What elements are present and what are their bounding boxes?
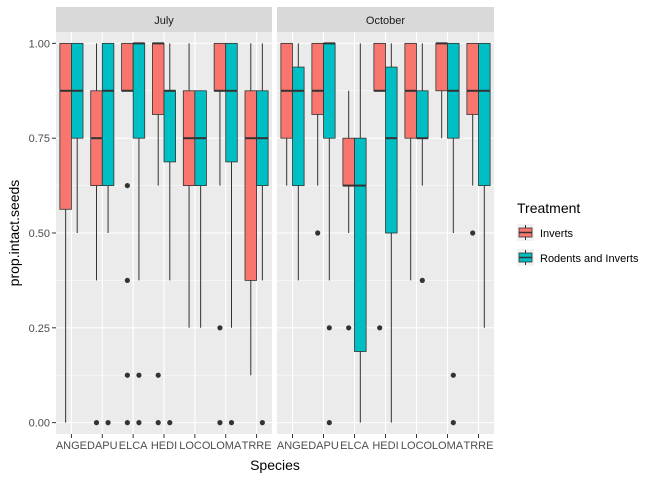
- y-axis-title: prop.intact.seeds: [6, 180, 22, 287]
- box-iqr: [225, 42, 238, 163]
- box-loco-rodents-inverts: [416, 43, 429, 284]
- x-tick-label: HEDI: [151, 440, 177, 452]
- x-tick-label: ANGE: [277, 440, 308, 452]
- y-axis: 0.00 0.25 0.50 0.75 1.00: [29, 38, 56, 430]
- outlier-point: [155, 372, 161, 378]
- x-tick-label: DAPU: [308, 440, 339, 452]
- x-tick-label: TRRE: [464, 440, 494, 452]
- box-iqr: [101, 42, 115, 186]
- box-loma-inverts: [435, 42, 448, 139]
- box-iqr: [323, 42, 336, 139]
- outlier-point: [124, 182, 130, 189]
- x-tick-label: TRRE: [242, 440, 272, 452]
- strip-background: [56, 7, 272, 32]
- box-iqr: [373, 42, 386, 92]
- outlier-point: [124, 277, 130, 284]
- box-hedi-inverts: [152, 42, 165, 426]
- outlier-point: [155, 420, 161, 426]
- x-tick-label: LOMA: [432, 440, 464, 452]
- x-tick-label: LOMA: [210, 440, 242, 452]
- outlier-point: [124, 420, 130, 426]
- box-loma-inverts: [213, 42, 227, 426]
- box-iqr: [311, 42, 324, 115]
- x-tick-label: HEDI: [372, 440, 398, 452]
- box-ange-rodents-inverts: [292, 43, 305, 281]
- box-hedi-inverts: [373, 42, 386, 331]
- box-elca-rodents-inverts: [354, 43, 367, 423]
- box-trre-rodents-inverts: [256, 43, 269, 426]
- x-tick-label: ELCA: [340, 440, 369, 452]
- box-iqr: [292, 66, 305, 186]
- outlier-point: [136, 372, 142, 378]
- box-iqr: [385, 66, 398, 234]
- y-tick-label: 0.50: [29, 228, 50, 240]
- box-iqr: [342, 137, 355, 186]
- y-tick-label: 0.25: [29, 323, 50, 335]
- outlier-point: [326, 420, 332, 426]
- strip-label: October: [366, 15, 405, 27]
- box-dapu-rodents-inverts: [101, 42, 115, 426]
- y-tick-label: 0.75: [29, 133, 50, 145]
- legend-label: Inverts: [540, 228, 574, 240]
- x-tick-label: DAPU: [87, 440, 118, 452]
- outlier-point: [136, 420, 142, 426]
- box-iqr: [466, 42, 479, 115]
- box-iqr: [59, 42, 72, 210]
- legend-title: Treatment: [517, 200, 580, 216]
- outlier-point: [167, 420, 173, 426]
- box-iqr: [354, 137, 367, 352]
- outlier-point: [93, 420, 100, 426]
- legend-label: Rodents and Inverts: [540, 253, 639, 265]
- facet-panel-july: July ANGE DAPU ELCA HEDI LOCO LOMA TRRE: [56, 7, 272, 452]
- box-iqr: [163, 90, 176, 163]
- strip-background: [277, 7, 494, 32]
- outlier-point: [377, 325, 383, 331]
- box-elca-inverts: [121, 42, 134, 426]
- box-dapu-rodents-inverts: [323, 42, 336, 426]
- box-iqr: [132, 42, 146, 139]
- outlier-point: [419, 277, 425, 284]
- outlier-point: [450, 420, 456, 426]
- outlier-point: [105, 420, 111, 426]
- y-tick-label: 1.00: [29, 38, 50, 50]
- outlier-point: [346, 325, 352, 331]
- outlier-point: [228, 420, 235, 426]
- box-elca-rodents-inverts: [132, 42, 146, 426]
- x-tick-label: LOCO: [401, 440, 433, 452]
- box-hedi-rodents-inverts: [385, 43, 398, 423]
- box-loco-rodents-inverts: [194, 90, 207, 328]
- outlier-point: [326, 325, 332, 331]
- outlier-point: [259, 420, 265, 426]
- x-axis-title: Species: [250, 457, 300, 473]
- box-iqr: [152, 42, 165, 115]
- box-iqr: [213, 42, 227, 92]
- facet-panel-october: October ANGE DAPU ELCA HEDI LOCO LOMA TRRE: [277, 7, 494, 452]
- box-loma-rodents-inverts: [225, 42, 238, 426]
- outlier-point: [470, 230, 476, 236]
- legend-key-0: Inverts: [517, 224, 574, 241]
- box-ange-rodents-inverts: [71, 42, 84, 233]
- box-iqr: [478, 42, 491, 186]
- box-iqr: [244, 90, 257, 281]
- outlier-point: [315, 230, 321, 236]
- box-loma-rodents-inverts: [447, 42, 460, 426]
- outlier-point: [217, 420, 223, 426]
- x-tick-label: LOCO: [179, 440, 211, 452]
- x-tick-label: ANGE: [56, 440, 87, 452]
- box-iqr: [121, 42, 134, 92]
- box-hedi-rodents-inverts: [163, 43, 176, 426]
- box-iqr: [435, 42, 448, 92]
- box-iqr: [416, 90, 429, 139]
- legend: Treatment Inverts Rodents and Inverts: [517, 200, 639, 266]
- outlier-point: [124, 372, 130, 378]
- y-tick-label: 0.00: [29, 418, 50, 430]
- strip-label: July: [154, 15, 174, 27]
- outlier-point: [217, 325, 223, 331]
- legend-key-1: Rodents and Inverts: [517, 249, 639, 266]
- x-tick-label: ELCA: [119, 440, 148, 452]
- outlier-point: [450, 372, 456, 378]
- box-trre-rodents-inverts: [478, 42, 491, 328]
